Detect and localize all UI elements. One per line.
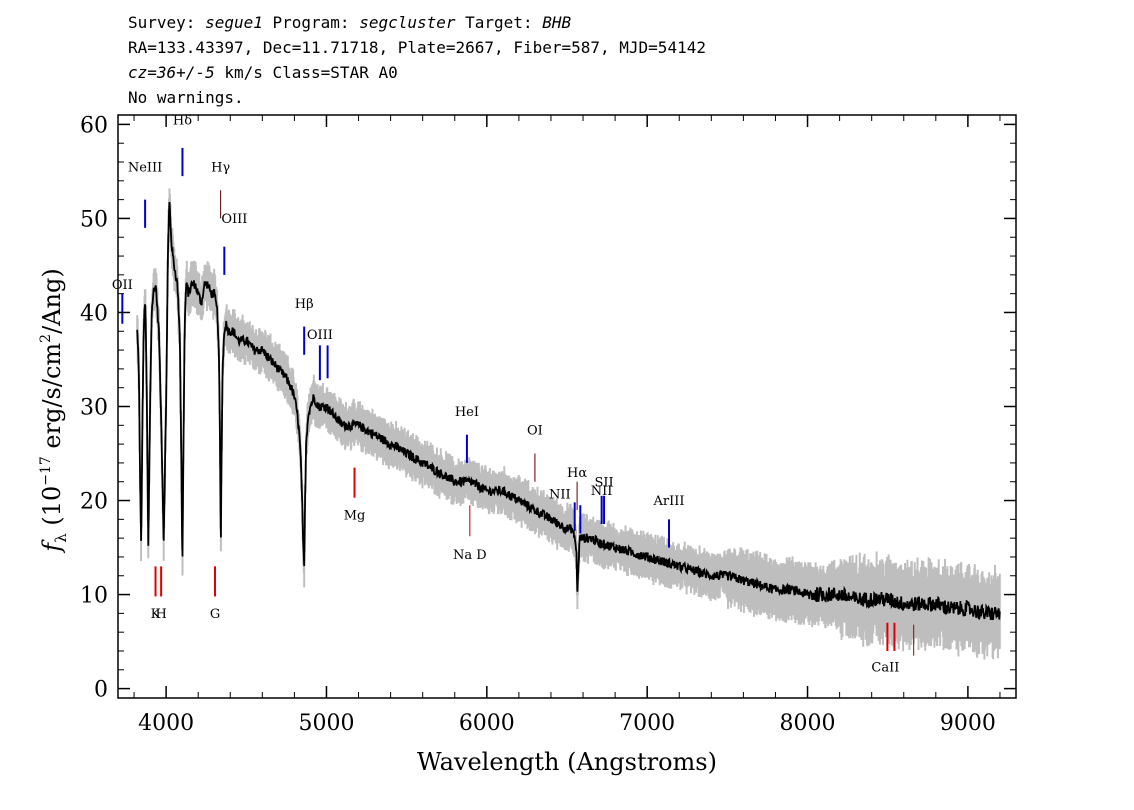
line-label-9: NII [549,488,571,503]
line-label-10: Hα [567,466,587,481]
x-axis-title: Wavelength (Angstroms) [417,748,717,776]
line-label-1: Hδ [173,113,192,128]
x-tick-label: 9000 [940,711,996,736]
y-tick-label: 30 [80,396,108,421]
y-tick-label: 0 [94,678,108,703]
y-tick-label: 40 [80,301,108,326]
line-label-19: Mg [344,508,366,523]
line-label-21: CaII [871,661,899,676]
y-tick-label: 60 [80,113,108,138]
line-label-8: OI [527,424,543,439]
header-line-4: No warnings. [128,88,244,107]
flux-line [136,202,1001,621]
line-label-17: H [155,607,166,622]
header-line-2: RA=133.43397, Dec=11.71718, Plate=2667, … [128,38,706,57]
x-tick-label: 7000 [619,711,675,736]
x-tick-label: 6000 [459,711,515,736]
line-label-0: NeIII [128,160,162,175]
y-axis-title: fλ (10−17 erg/s/cm2/Ang) [38,268,70,553]
error-band-path [136,188,1001,660]
svg-text:fλ (10−17 erg/s/cm2/Ang): fλ (10−17 erg/s/cm2/Ang) [38,268,70,553]
header-line-3: cz=36+/-5 km/s Class=STAR A0 [128,63,398,82]
line-label-4: Hβ [295,297,314,312]
y-tick-label: 10 [80,584,108,609]
line-label-5: OIII [307,328,333,343]
line-label-20: Na D [453,548,487,563]
x-tick-label: 5000 [298,711,354,736]
header-line-1: Survey: segue1 Program: segcluster Targe… [128,13,571,32]
x-tick-label: 8000 [780,711,836,736]
line-label-7: HeI [455,405,479,420]
spectral-line-markers [121,147,915,656]
line-label-18: G [210,607,220,622]
line-label-3: OIII [221,212,247,227]
line-label-15: OII [112,278,133,293]
line-label-2: Hγ [211,160,230,175]
y-tick-label: 50 [80,207,108,232]
line-label-14: ArIII [652,494,684,509]
line-label-13: SII [594,475,613,490]
error-band [136,188,1001,660]
line-label-12: NII [591,484,613,499]
x-tick-label: 4000 [138,711,194,736]
line-labels: NeIIIHδHγOIIIHβOIIIHeIOINIIHαNIISIIArIII… [112,113,900,675]
flux-series [136,202,1001,621]
y-tick-label: 20 [80,490,108,515]
axis-ticks: 4000 5000 6000 7000 8000 9000 0 10 20 30 40 50 60 [80,113,1016,736]
line-label-16: K [151,607,161,622]
